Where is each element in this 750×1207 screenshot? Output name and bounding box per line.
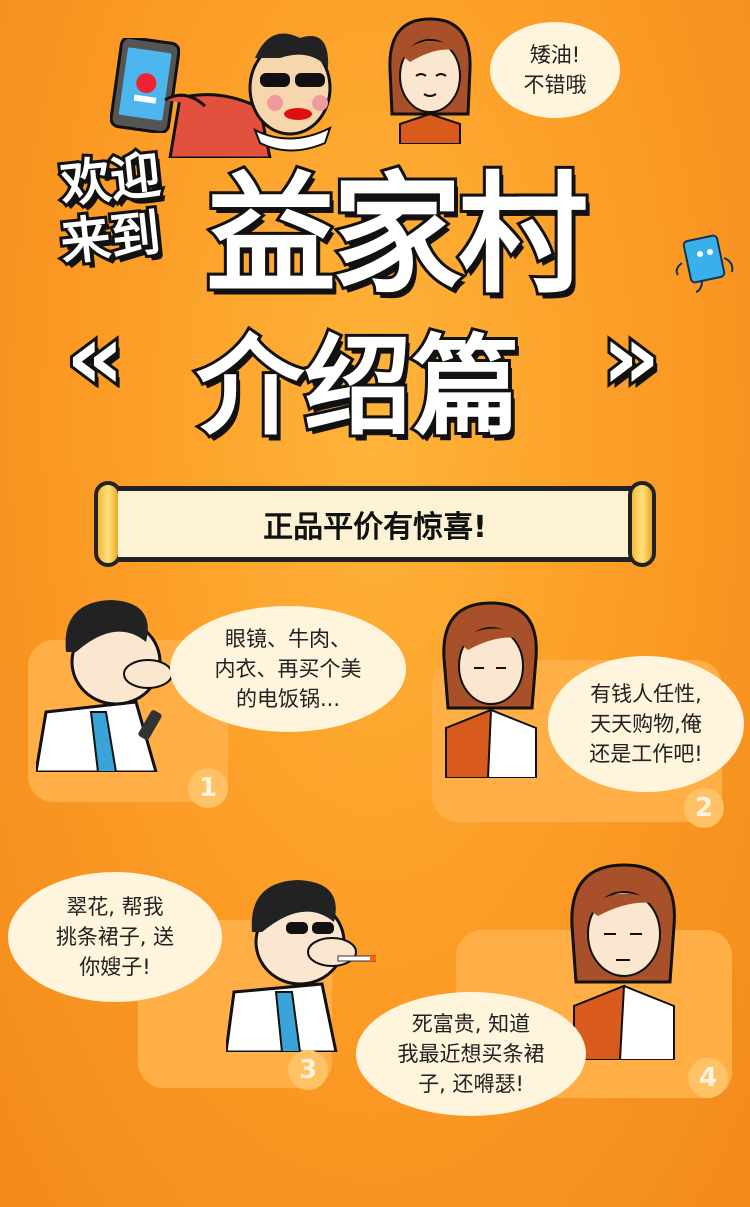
- left-chevron-icon: «: [63, 302, 127, 413]
- scroll-right-cap: [628, 481, 656, 567]
- man-on-phone-figure: [36, 600, 173, 772]
- bubble-line: 内衣、再买个美: [214, 657, 362, 681]
- rich-man-figure: [164, 33, 332, 158]
- woman-figure: [442, 601, 538, 778]
- panel-number-badge: 1: [188, 768, 228, 808]
- bubble-line: 子, 还嘚瑟!: [418, 1072, 524, 1096]
- bubble-line: 不错哦: [523, 73, 587, 97]
- right-chevron-icon: »: [599, 302, 663, 413]
- panel-number-badge: 3: [288, 1050, 328, 1090]
- panel-number-badge: 4: [688, 1058, 728, 1098]
- woman-figure: [570, 863, 676, 1060]
- welcome-text-2: 来到: [55, 201, 167, 275]
- phone-icon: [110, 38, 180, 133]
- bubble-line: 有钱人任性,: [590, 682, 702, 706]
- bubble-line: 翠花, 帮我: [66, 895, 164, 919]
- panel-number-badge: 2: [684, 788, 724, 828]
- mascot-icon: [675, 234, 734, 293]
- bubble-line: 的电饭锅...: [235, 687, 341, 711]
- speech-bubble: 眼镜、牛肉、 内衣、再买个美 的电饭锅...: [170, 606, 406, 732]
- bubble-line: 死富贵, 知道: [411, 1012, 531, 1036]
- woman-figure: [388, 17, 472, 144]
- speech-bubble: 死富贵, 知道 我最近想买条裙 子, 还嘚瑟!: [356, 992, 586, 1116]
- bubble-line: 我最近想买条裙: [397, 1042, 545, 1066]
- subtitle-title: 介绍篇: [193, 322, 523, 453]
- bubble-line: 还是工作吧!: [589, 742, 703, 766]
- bubble-line: 眼镜、牛肉、: [225, 627, 351, 651]
- woman-speech-bubble: 矮油! 不错哦: [490, 22, 620, 118]
- bubble-line: 挑条裙子, 送: [55, 925, 175, 949]
- man-with-sunglasses-figure: [226, 880, 376, 1052]
- speech-bubble: 有钱人任性, 天天购物,俺 还是工作吧!: [548, 656, 744, 792]
- village-title: 益家村: [203, 156, 591, 314]
- bubble-line: 你嫂子!: [79, 955, 151, 979]
- speech-bubble: 翠花, 帮我 挑条裙子, 送 你嫂子!: [8, 872, 222, 1002]
- bubble-line: 天天购物,俺: [590, 712, 702, 736]
- bubble-line: 矮油!: [529, 43, 581, 67]
- banner-text: 正品平价有惊喜!: [118, 486, 632, 562]
